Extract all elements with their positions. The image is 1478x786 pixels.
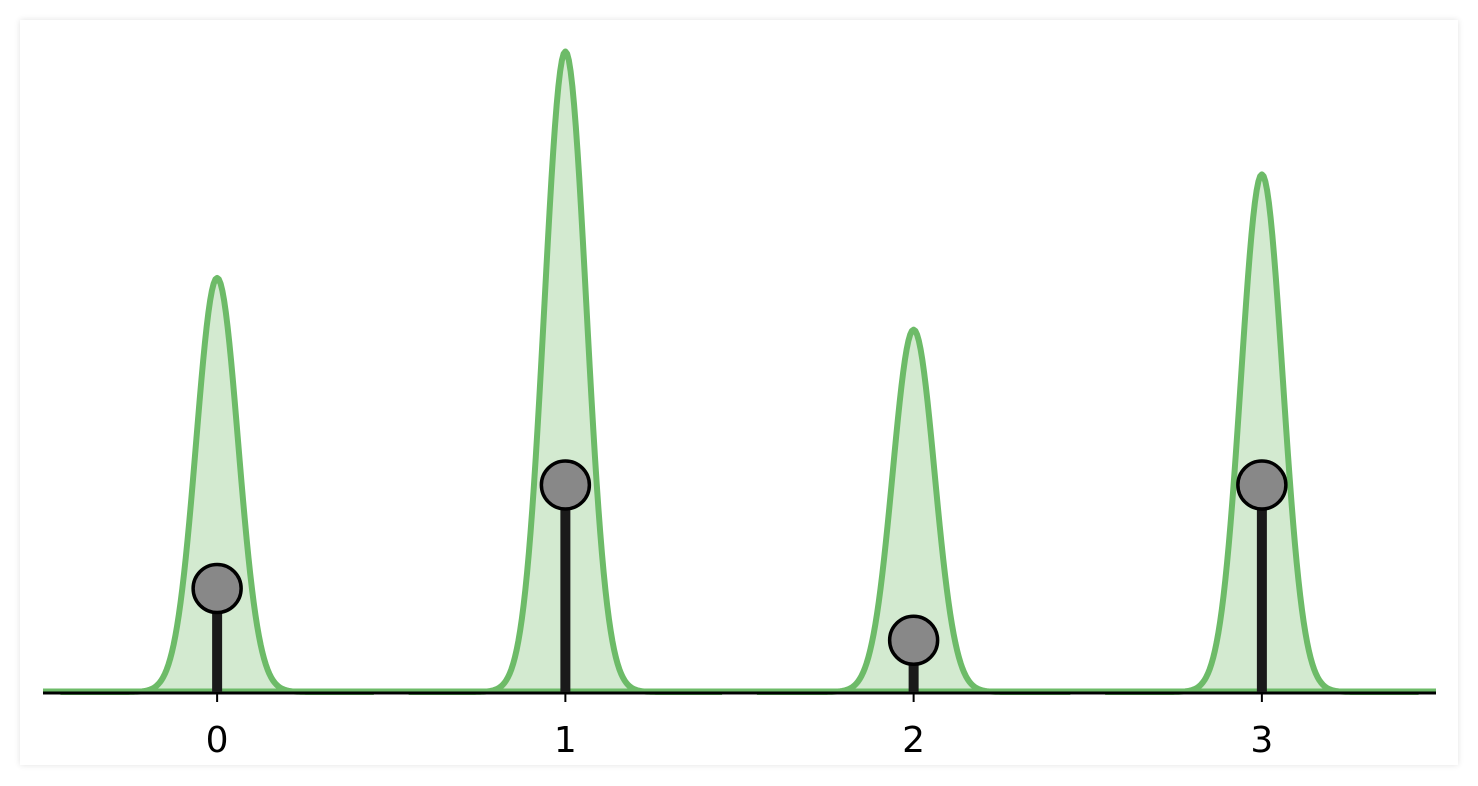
peak-fill <box>60 277 374 692</box>
stems <box>191 459 1288 692</box>
peak-fill <box>408 51 723 693</box>
peak-fill <box>1105 174 1419 692</box>
x-tick-label: 2 <box>902 720 925 761</box>
stem-marker <box>1236 459 1288 511</box>
peak-fills <box>60 51 1419 693</box>
stem-marker <box>539 459 592 511</box>
stem-marker <box>887 614 940 666</box>
x-tick-label: 1 <box>554 720 577 761</box>
x-axis-ticks: 0 1 2 3 <box>206 693 1273 761</box>
stem-marker <box>191 562 243 615</box>
x-tick-label: 0 <box>206 720 229 761</box>
peak-fill <box>756 329 1071 692</box>
x-tick-label: 3 <box>1250 720 1273 761</box>
